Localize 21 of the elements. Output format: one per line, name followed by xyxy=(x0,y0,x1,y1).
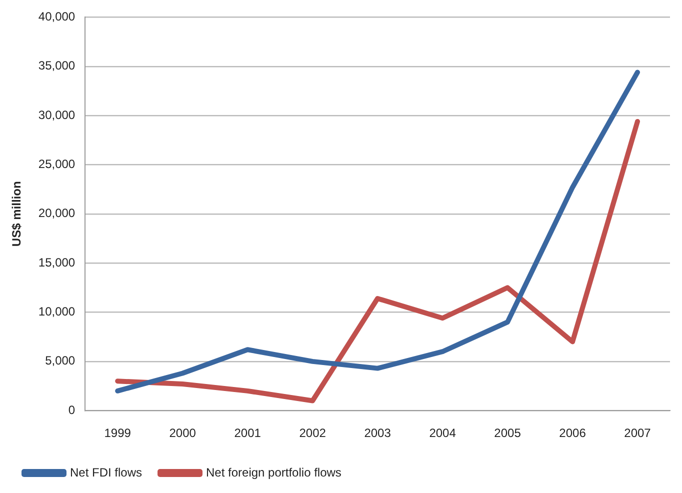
y-tick-label: 30,000 xyxy=(38,108,76,122)
y-tick-label: 5,000 xyxy=(45,354,76,368)
y-tick-label: 0 xyxy=(68,402,76,417)
x-tick-label: 2006 xyxy=(559,426,586,440)
x-tick-label: 2007 xyxy=(624,426,652,440)
x-tick-label: 2005 xyxy=(494,426,522,440)
y-tick-label: 35,000 xyxy=(38,58,76,73)
y-tick-label: 25,000 xyxy=(38,157,76,172)
x-tick-label: 2003 xyxy=(364,426,392,440)
x-tick-label: 1999 xyxy=(104,426,132,440)
y-tick-label: 10,000 xyxy=(38,304,76,319)
x-tick-label: 2004 xyxy=(429,426,456,440)
legend-label: Net FDI flows xyxy=(70,465,142,480)
y-tick-label: 40,000 xyxy=(38,10,76,24)
y-axis-title: US$ million xyxy=(10,181,24,247)
x-tick-label: 2002 xyxy=(299,426,326,440)
y-tick-label: 15,000 xyxy=(38,255,76,270)
legend-label: Net foreign portfolio flows xyxy=(206,465,342,480)
x-tick-label: 2001 xyxy=(234,426,262,440)
y-tick-label: 20,000 xyxy=(38,206,76,220)
x-tick-label: 2000 xyxy=(169,426,196,440)
